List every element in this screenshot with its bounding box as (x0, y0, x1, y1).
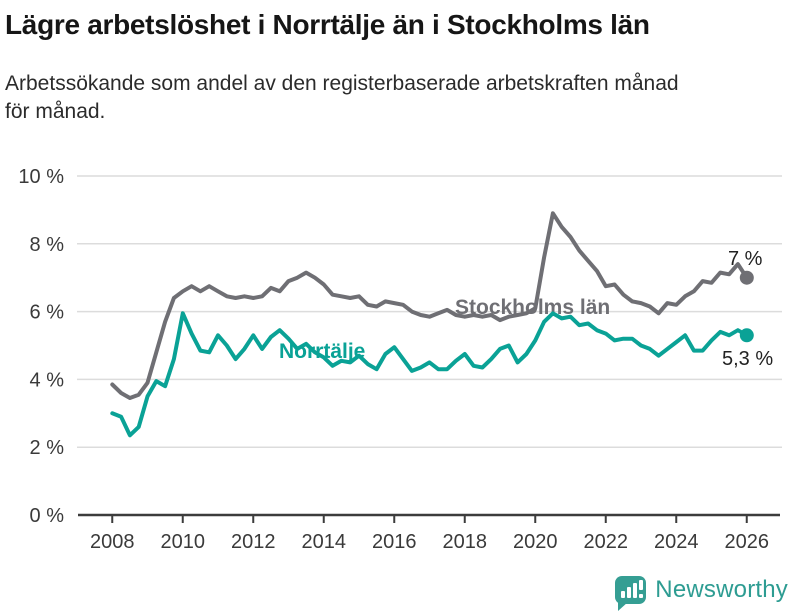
y-axis-tick-label: 6 % (30, 302, 65, 324)
logo-bar-large (633, 583, 638, 598)
x-axis-tick-label: 2012 (231, 531, 276, 553)
logo-bar-medium (627, 587, 632, 598)
unemployment-line-chart: 0 % 2 % 4 % 6 % 8 % 10 % 2008 2010 2012 2014 2016 2… (18, 166, 782, 553)
x-axis-tick-label: 2016 (372, 531, 417, 553)
y-axis-tick-label: 0 % (30, 505, 65, 527)
end-value-label-1: 5,3 % (722, 348, 773, 370)
x-axis-tick-label: 2022 (584, 531, 629, 553)
x-axis-tick-label: 2020 (513, 531, 558, 553)
series-label-1: Norrtälje (279, 340, 365, 363)
newsworthy-logo-text: Newsworthy (655, 576, 788, 603)
y-axis-tick-label: 10 % (18, 166, 64, 188)
logo-bubble-tail (618, 602, 629, 611)
y-axis-tick-label: 2 % (30, 437, 65, 459)
chart-title: Lägre arbetslöshet i Norrtälje än i Stoc… (5, 9, 650, 40)
x-axis-tick-label: 2018 (443, 531, 488, 553)
x-axis-tick-label: 2024 (654, 531, 699, 553)
series-line-1 (110, 311, 749, 438)
newsworthy-logo: Newsworthy (615, 576, 788, 611)
x-axis-tick-label: 2010 (161, 531, 206, 553)
x-axis-tick-label: 2026 (725, 531, 770, 553)
logo-bar-small (621, 591, 626, 598)
series-end-dot-1 (739, 328, 754, 343)
end-value-label-0: 7 % (728, 248, 763, 270)
x-axis-tick-label: 2014 (302, 531, 347, 553)
series-label-0: Stockholms län (455, 296, 610, 319)
series-line-0 (110, 211, 749, 400)
y-axis-tick-label: 4 % (30, 369, 65, 391)
y-axis-tick-label: 8 % (30, 234, 65, 256)
chart-subtitle: Arbetssökande som andel av den registerb… (5, 71, 679, 123)
logo-exclamation-dot (639, 594, 644, 598)
series-end-dot-0 (739, 270, 754, 285)
x-axis-tick-label: 2008 (90, 531, 135, 553)
logo-exclamation-stem (639, 580, 644, 590)
